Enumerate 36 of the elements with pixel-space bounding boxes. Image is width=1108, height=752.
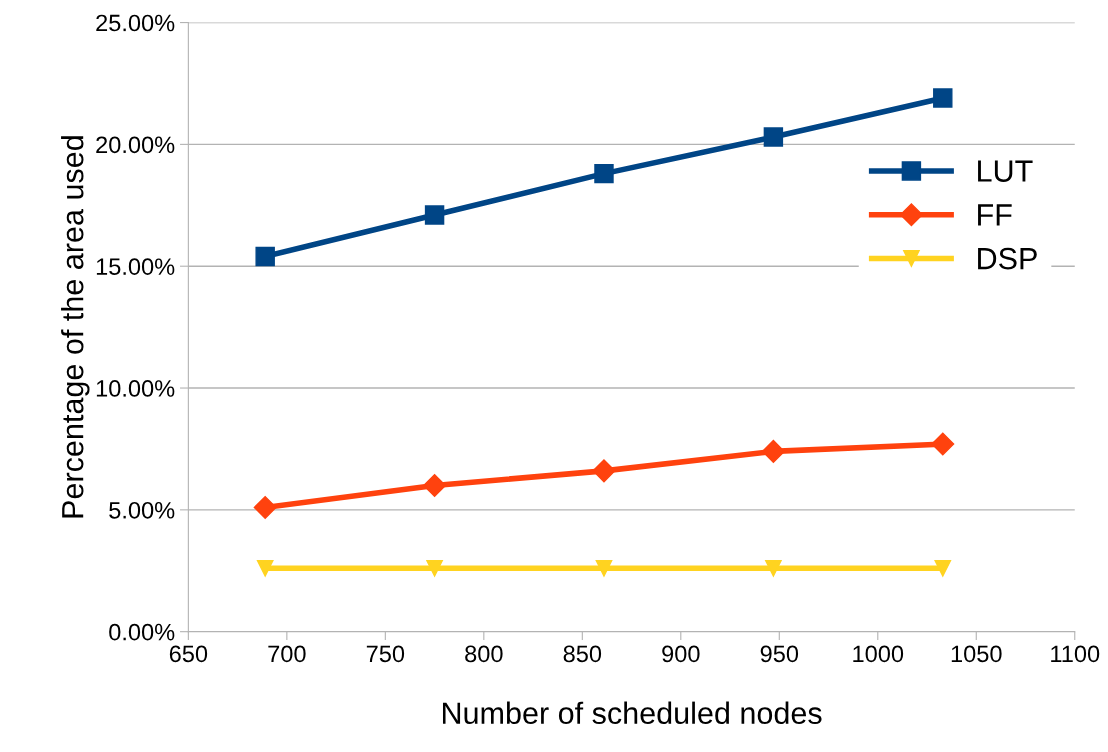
point <box>761 439 785 463</box>
point <box>256 559 274 577</box>
x-tick-label: 750 <box>366 645 405 663</box>
x-tick-label: 800 <box>465 645 503 663</box>
legend-label: FF <box>978 204 1012 226</box>
point <box>253 495 277 519</box>
point <box>255 246 275 267</box>
point <box>592 459 616 483</box>
point <box>426 559 443 577</box>
point <box>595 559 613 577</box>
x-tick-label: 1050 <box>951 645 1002 663</box>
point <box>424 205 445 225</box>
point <box>423 473 447 497</box>
point <box>594 163 614 184</box>
y-tick-label: 20.00% <box>96 136 175 154</box>
x-tick-label: 650 <box>169 645 208 663</box>
y-tick-label: 5.00% <box>109 501 175 519</box>
point <box>931 432 955 456</box>
legend-label: LUT <box>978 160 1033 182</box>
point <box>933 88 953 108</box>
x-tick-label: 1000 <box>853 645 904 663</box>
point <box>763 127 784 147</box>
y-tick-label: 10.00% <box>96 380 175 397</box>
x-tick-label: 1100 <box>1051 645 1100 663</box>
x-tick-label: 950 <box>760 645 799 663</box>
point <box>765 559 782 577</box>
x-tick-label: 850 <box>563 645 602 663</box>
legend-label: DSP <box>978 247 1037 270</box>
x-tick-label: 900 <box>662 645 700 663</box>
y-tick-label: 15.00% <box>96 258 175 275</box>
x-tick-label: 700 <box>268 645 306 663</box>
y-tick-label: 25.00% <box>96 14 175 32</box>
x-axis-title: Number of scheduled nodes <box>442 701 822 725</box>
y-axis-title: Percentage of the area used <box>61 136 90 518</box>
y-tick-label: 0.00% <box>109 623 175 641</box>
point <box>934 559 952 577</box>
